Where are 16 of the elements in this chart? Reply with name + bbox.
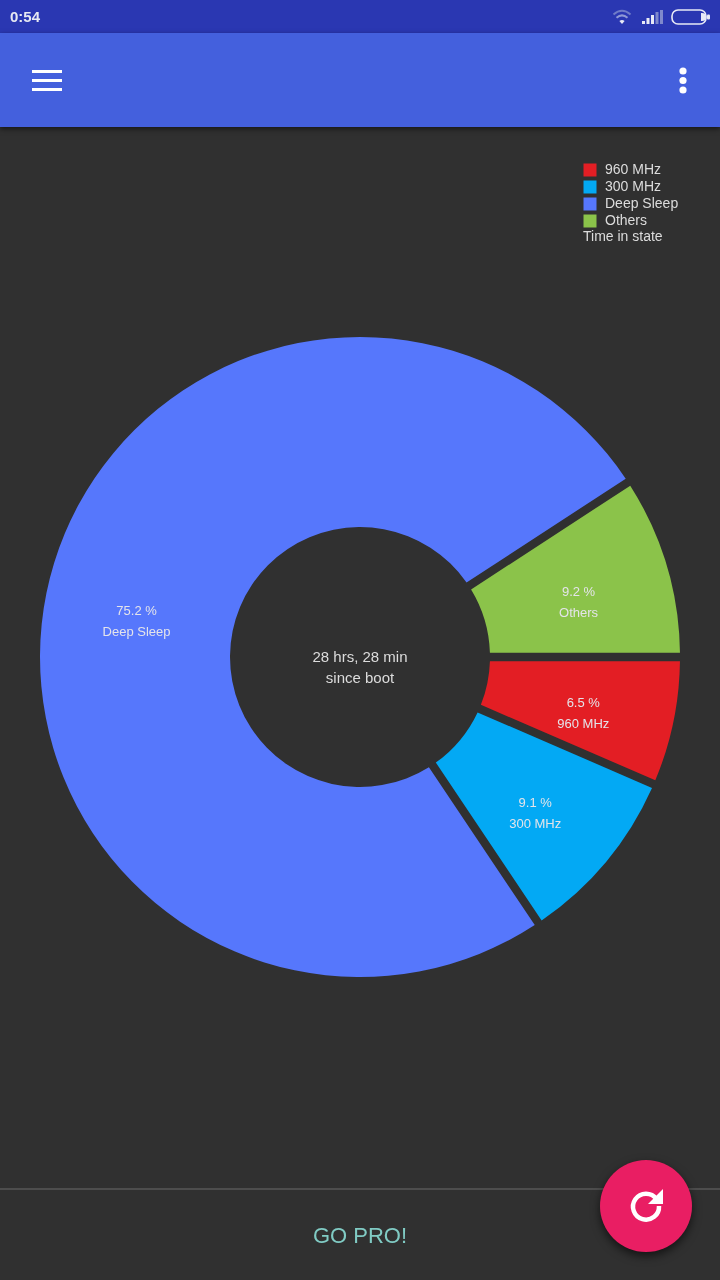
slice-label: 300 MHz [509, 815, 562, 831]
text: 28 hrs, 28 min since boot [312, 648, 408, 686]
legend-label: Deep Sleep [605, 195, 679, 211]
data-label: 9.2 % [561, 584, 596, 600]
data-label: 75.2 % [116, 603, 158, 619]
slice-label: Others [559, 605, 599, 621]
legend-label: 300 MHz [605, 178, 662, 194]
text: 0:54 [10, 8, 41, 26]
data-label: 6.5 % [566, 695, 601, 711]
legend-label: Others [605, 212, 648, 228]
legend-label: 960 MHz [605, 161, 662, 177]
slice-label: 960 MHz [557, 716, 610, 732]
text: GO PRO! [312, 1223, 408, 1249]
slice-label: Deep Sleep [102, 624, 171, 640]
data-label: 9.1 % [518, 794, 553, 810]
legend-title: Time in state [583, 228, 663, 244]
